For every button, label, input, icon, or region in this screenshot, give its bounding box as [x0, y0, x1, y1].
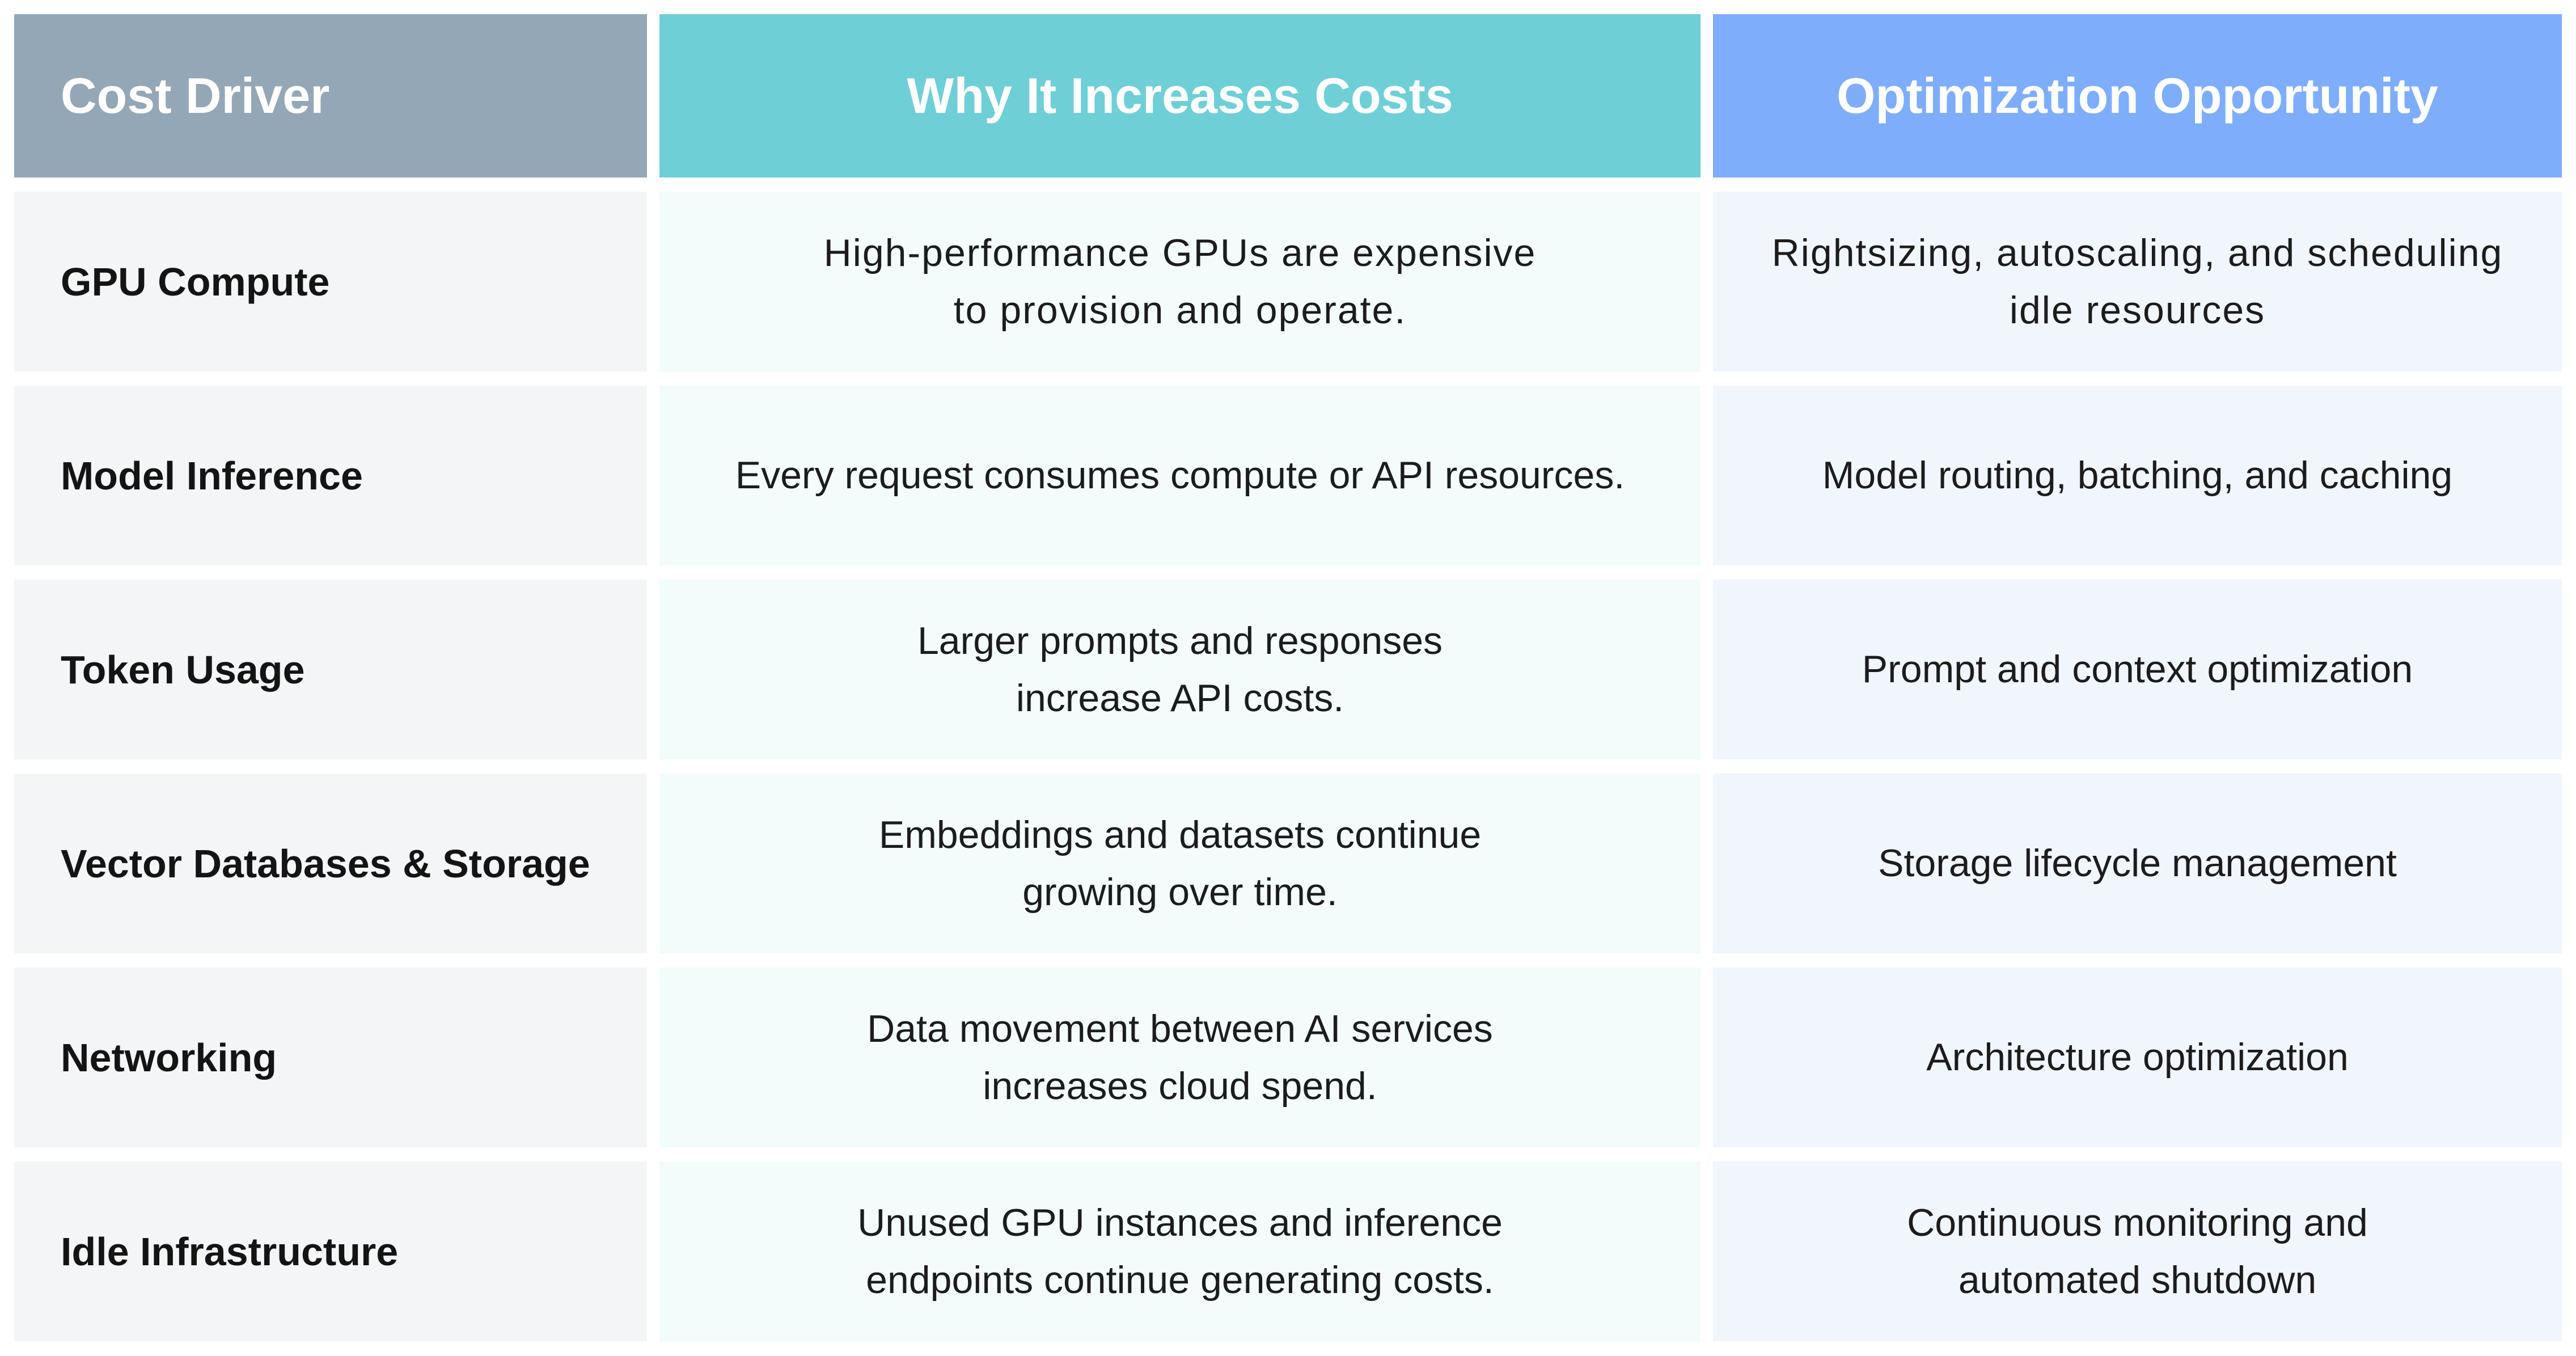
row-why-line: Larger prompts and responses [917, 619, 1443, 662]
row-cost-driver: Idle Infrastructure [14, 1161, 647, 1341]
row-why-line: Embeddings and datasets continue [878, 813, 1482, 856]
row-why: High-performance GPUs are expensive to p… [659, 192, 1701, 371]
row-why-line: Every request consumes compute or API re… [735, 454, 1625, 497]
row-opportunity-line: Architecture optimization [1926, 1036, 2349, 1079]
row-why: Data movement between AI services increa… [659, 968, 1701, 1147]
row-why-line: increases cloud spend. [983, 1064, 1377, 1108]
row-cost-driver: Networking [14, 968, 647, 1147]
row-opportunity-line: Continuous monitoring and [1907, 1201, 2368, 1244]
header-optimization-opportunity: Optimization Opportunity [1713, 14, 2562, 178]
row-opportunity: Prompt and context optimization [1713, 580, 2562, 759]
row-why-line: growing over time. [1022, 870, 1338, 914]
row-why: Embeddings and datasets continue growing… [659, 774, 1701, 953]
row-opportunity-line: Rightsizing, autoscaling, and scheduling [1771, 231, 2503, 274]
row-why-line: Unused GPU instances and inference [857, 1201, 1503, 1244]
row-opportunity: Rightsizing, autoscaling, and scheduling… [1713, 192, 2562, 371]
row-cost-driver: Model Inference [14, 386, 647, 565]
row-why-line: Data movement between AI services [867, 1007, 1493, 1050]
row-opportunity: Storage lifecycle management [1713, 774, 2562, 953]
cost-driver-table: Cost Driver Why It Increases Costs Optim… [14, 14, 2562, 1341]
row-why: Unused GPU instances and inference endpo… [659, 1161, 1701, 1341]
row-cost-driver: Vector Databases & Storage [14, 774, 647, 953]
row-opportunity: Model routing, batching, and caching [1713, 386, 2562, 565]
row-opportunity: Architecture optimization [1713, 968, 2562, 1147]
row-why-line: increase API costs. [1016, 676, 1344, 720]
header-why-it-increases-costs: Why It Increases Costs [659, 14, 1701, 178]
row-cost-driver: GPU Compute [14, 192, 647, 371]
row-why-line: High-performance GPUs are expensive [823, 231, 1537, 274]
row-opportunity-line: Model routing, batching, and caching [1822, 454, 2453, 497]
row-why-line: to provision and operate. [953, 288, 1407, 332]
row-opportunity-line: Storage lifecycle management [1878, 842, 2397, 885]
row-why: Larger prompts and responses increase AP… [659, 580, 1701, 759]
row-why: Every request consumes compute or API re… [659, 386, 1701, 565]
row-cost-driver: Token Usage [14, 580, 647, 759]
row-opportunity-line: automated shutdown [1958, 1258, 2317, 1302]
row-opportunity-line: Prompt and context optimization [1862, 648, 2413, 691]
header-cost-driver: Cost Driver [14, 14, 647, 178]
row-opportunity: Continuous monitoring and automated shut… [1713, 1161, 2562, 1341]
row-why-line: endpoints continue generating costs. [866, 1258, 1494, 1302]
row-opportunity-line: idle resources [2009, 288, 2266, 332]
